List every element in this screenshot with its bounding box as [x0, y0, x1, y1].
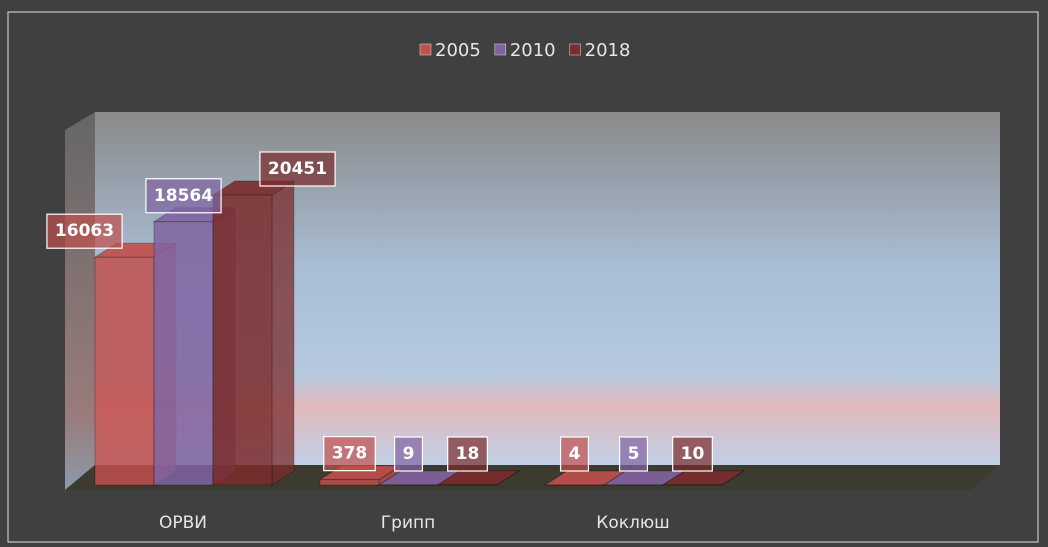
bar-front	[319, 479, 380, 486]
side-wall	[65, 112, 95, 490]
data-label: 16063	[55, 221, 114, 241]
legend: 2005 2010 2018	[419, 40, 631, 61]
legend-label: 2018	[585, 40, 631, 61]
legend-label: 2010	[510, 40, 556, 61]
legend-label: 2005	[435, 40, 481, 61]
bar-front	[94, 256, 155, 486]
data-label-box	[259, 151, 336, 187]
x-tick-label: ОРВИ	[159, 513, 207, 533]
data-label-box	[323, 436, 376, 472]
data-label-box	[447, 436, 488, 472]
data-label-box	[618, 436, 649, 472]
bar-front	[212, 194, 273, 486]
data-label: 18564	[154, 186, 213, 206]
data-label: 10	[681, 444, 705, 464]
bar-side	[271, 180, 295, 486]
data-label-box	[559, 436, 590, 472]
data-label: 378	[332, 444, 368, 464]
bar-front	[153, 221, 214, 486]
bar	[661, 469, 746, 486]
bar	[436, 469, 521, 486]
data-label-box	[393, 436, 424, 472]
data-label: 5	[628, 444, 640, 464]
legend-swatch	[419, 43, 432, 56]
legend-swatch	[494, 43, 507, 56]
data-label-box	[145, 178, 222, 214]
bar	[211, 180, 296, 486]
x-tick-label: Грипп	[381, 513, 435, 533]
data-label: 9	[403, 444, 415, 464]
x-tick-label: Коклюш	[596, 513, 669, 533]
data-label-box	[672, 436, 713, 472]
legend-swatch	[569, 43, 581, 56]
data-label: 20451	[268, 159, 327, 179]
data-label: 4	[569, 444, 581, 464]
bars: 16063 18564 20451 378 9 18 4 5 10	[46, 151, 746, 486]
data-label-box	[46, 213, 123, 249]
floor	[65, 465, 1000, 490]
data-label: 18	[456, 444, 480, 464]
